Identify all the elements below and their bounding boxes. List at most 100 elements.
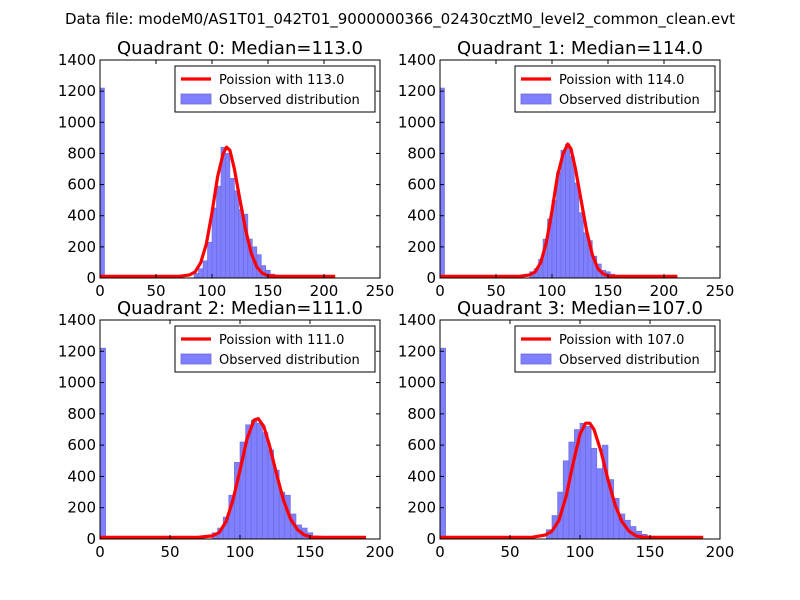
x-tick-label: 0 xyxy=(435,543,445,561)
histogram-bar xyxy=(100,87,105,278)
panels-container: 0 50 100 150 200 2500200400600800100012001400… xyxy=(58,38,735,561)
legend-hist-label: Observed distribution xyxy=(559,93,700,108)
y-tick-label: 0 xyxy=(86,530,96,548)
figure-title: Data file: modeM0/AS1T01_042T01_90000003… xyxy=(65,10,735,29)
histogram-bar xyxy=(229,178,235,278)
histogram-bar xyxy=(590,447,598,539)
histogram-bar xyxy=(578,212,584,278)
y-tick-label: 1200 xyxy=(58,82,96,100)
y-tick-label: 600 xyxy=(67,436,96,454)
axes-frame xyxy=(439,59,721,279)
x-tick-label: 250 xyxy=(366,282,395,300)
legend-hist-swatch xyxy=(520,353,552,365)
x-tick-label: 100 xyxy=(538,282,567,300)
histogram-bar xyxy=(198,268,204,278)
y-tick-label: 1400 xyxy=(398,51,436,69)
legend-hist-label: Observed distribution xyxy=(559,353,700,368)
legend-hist-label: Observed distribution xyxy=(219,93,360,108)
poisson-curve xyxy=(100,145,336,278)
y-tick-label: 800 xyxy=(407,144,436,162)
y-tick-label: 200 xyxy=(67,499,96,517)
panel-quadrant-2: 0 50 100 150 200 0 200 400 600 800 1000 1200 1400 Qua… xyxy=(58,298,395,561)
legend: Poission with 107.0 Observed distribution xyxy=(514,325,716,373)
y-tick-label: 1000 xyxy=(58,374,96,392)
histogram-bar xyxy=(100,347,106,539)
x-tick-label: 250 xyxy=(706,282,735,300)
x-tick-label: 100 xyxy=(226,543,255,561)
histogram-bar xyxy=(596,468,603,539)
x-tick-label: 150 xyxy=(594,282,623,300)
histogram-bar xyxy=(202,260,208,278)
y-tick-label: 1200 xyxy=(398,82,436,100)
histogram-bar xyxy=(234,190,240,278)
legend-hist-label: Observed distribution xyxy=(219,353,360,368)
x-tick-label: 50 xyxy=(500,543,519,561)
y-tick-label: 400 xyxy=(407,207,436,225)
poisson-curve xyxy=(440,142,678,278)
legend: Poission with 114.0 Observed distribution xyxy=(514,65,716,113)
histogram-bar xyxy=(211,207,217,278)
x-tick-label: 200 xyxy=(366,543,395,561)
x-tick-label: 200 xyxy=(706,543,735,561)
x-tick-label: 200 xyxy=(310,282,339,300)
legend: Poission with 113.0 Observed distribution xyxy=(174,65,376,113)
x-tick-label: 150 xyxy=(254,282,283,300)
histogram-bar xyxy=(565,143,571,278)
y-tick-label: 1400 xyxy=(58,311,96,329)
x-tick-label: 50 xyxy=(486,282,505,300)
y-tick-label: 0 xyxy=(86,269,96,287)
legend-poisson-label: Poission with 107.0 xyxy=(559,333,684,348)
y-tick-label: 1400 xyxy=(58,51,96,69)
x-tick-label: 100 xyxy=(198,282,227,300)
x-tick-label: 150 xyxy=(636,543,665,561)
y-tick-label: 200 xyxy=(67,238,96,256)
y-tick-label: 800 xyxy=(407,405,436,423)
legend-hist-swatch xyxy=(520,93,552,105)
plot-area xyxy=(440,347,704,539)
y-tick-label: 0 xyxy=(426,530,436,548)
panel-title: Quadrant 2: Median=111.0 xyxy=(117,298,363,319)
panel-quadrant-0: 0 50 100 150 200 250 0 200 400 600 800 1000 1200 1400… xyxy=(58,38,395,300)
y-tick-label: 1200 xyxy=(58,342,96,360)
y-tick-label: 200 xyxy=(407,238,436,256)
x-tick-label: 150 xyxy=(296,543,325,561)
y-tick-label: 800 xyxy=(67,144,96,162)
histogram-bar xyxy=(560,150,566,278)
histogram-bar xyxy=(250,419,258,539)
histogram-bar xyxy=(579,422,586,539)
histogram-bar xyxy=(207,241,213,278)
poisson-curve xyxy=(100,417,366,539)
panel-title: Quadrant 0: Median=113.0 xyxy=(117,38,363,59)
histogram-bar xyxy=(193,273,199,278)
y-tick-label: 600 xyxy=(407,176,436,194)
legend-poisson-label: Poission with 114.0 xyxy=(559,73,684,88)
panel-title: Quadrant 1: Median=114.0 xyxy=(457,38,703,59)
y-tick-label: 600 xyxy=(407,436,436,454)
x-tick-label: 100 xyxy=(566,543,595,561)
legend-hist-swatch xyxy=(180,93,212,105)
panel-title: Quadrant 3: Median=107.0 xyxy=(457,298,703,319)
y-tick-label: 400 xyxy=(67,467,96,485)
poisson-curve xyxy=(440,421,704,539)
histogram-bar xyxy=(574,182,580,278)
legend-poisson-label: Poission with 111.0 xyxy=(219,333,344,348)
x-tick-label: 50 xyxy=(146,282,165,300)
y-tick-label: 200 xyxy=(407,499,436,517)
x-tick-label: 200 xyxy=(650,282,679,300)
x-tick-label: 0 xyxy=(435,282,445,300)
y-tick-label: 1000 xyxy=(398,113,436,131)
y-tick-label: 400 xyxy=(67,207,96,225)
plot-area xyxy=(100,347,366,539)
histogram-bar xyxy=(216,185,222,278)
x-tick-label: 50 xyxy=(160,543,179,561)
y-tick-label: 1000 xyxy=(398,374,436,392)
y-tick-label: 600 xyxy=(67,176,96,194)
x-tick-label: 0 xyxy=(95,543,105,561)
histogram-bar xyxy=(440,87,445,278)
x-tick-label: 0 xyxy=(95,282,105,300)
panel-quadrant-1: 0 50 100 150 200 250 0 200 400 600 800 1000 1200 1400… xyxy=(398,38,735,300)
y-tick-label: 800 xyxy=(67,405,96,423)
y-tick-label: 1400 xyxy=(398,311,436,329)
y-tick-label: 1200 xyxy=(398,342,436,360)
